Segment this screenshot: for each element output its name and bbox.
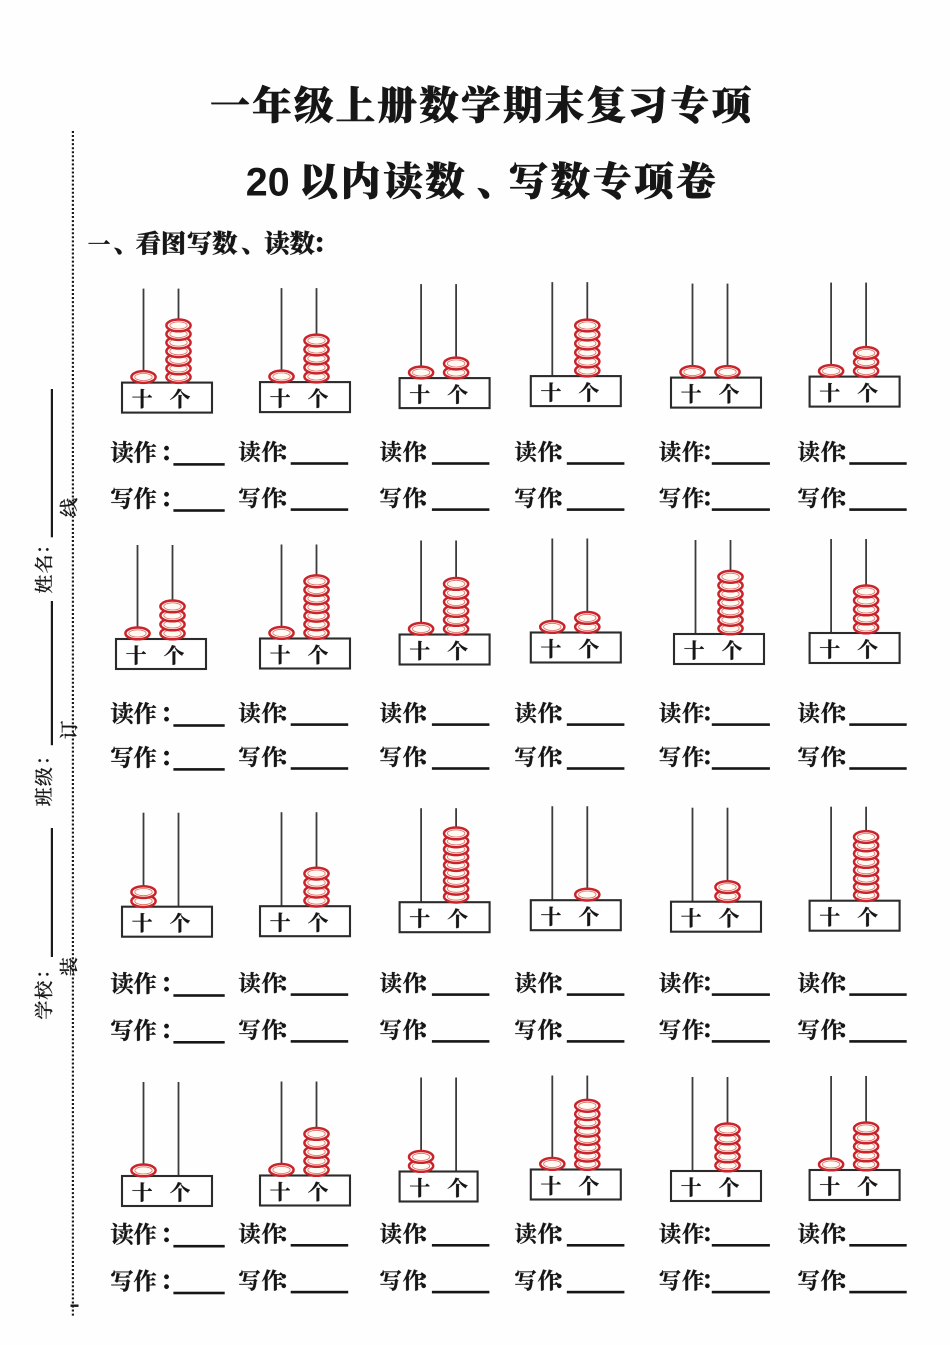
svg-text:20: 20 — [246, 160, 290, 204]
